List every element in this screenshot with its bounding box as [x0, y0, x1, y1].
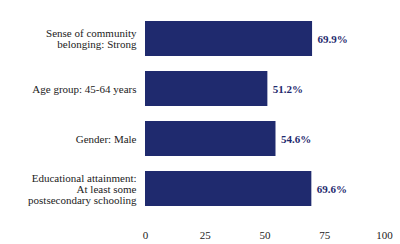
- svg-text:75: 75: [319, 229, 331, 241]
- svg-text:54.6%: 54.6%: [281, 133, 311, 145]
- svg-text:Age group: 45-64 years: Age group: 45-64 years: [32, 83, 136, 95]
- svg-text:Gender: Male: Gender: Male: [76, 133, 137, 145]
- svg-text:100: 100: [376, 229, 393, 241]
- svg-text:0: 0: [143, 229, 149, 241]
- svg-text:51.2%: 51.2%: [273, 83, 303, 95]
- svg-text:Sense of communitybelonging: S: Sense of communitybelonging: Strong: [46, 27, 137, 50]
- svg-text:25: 25: [200, 229, 212, 241]
- svg-text:69.6%: 69.6%: [317, 183, 347, 195]
- svg-text:50: 50: [260, 229, 272, 241]
- svg-text:Educational attainment:At leas: Educational attainment:At least somepost…: [28, 172, 137, 206]
- svg-text:69.9%: 69.9%: [318, 33, 348, 45]
